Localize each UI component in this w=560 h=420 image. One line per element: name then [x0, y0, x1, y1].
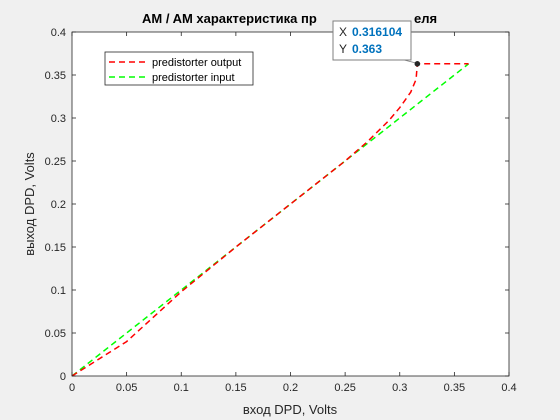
x-tick-label: 0.2: [283, 382, 298, 394]
y-tick-label: 0.35: [45, 70, 66, 82]
x-ticks: 0 0.05 0.1 0.15 0.2 0.25 0.3 0.35 0.4: [69, 32, 517, 394]
legend-label-predistorter-output: predistorter output: [152, 57, 241, 69]
datatip-marker[interactable]: [414, 61, 421, 67]
legend: predistorter output predistorter input: [104, 51, 254, 86]
chart-title-tail: еля: [414, 11, 437, 26]
y-tick-label: 0.1: [51, 285, 66, 297]
datatip-x-label: X: [339, 25, 347, 39]
legend-label-predistorter-input: predistorter input: [152, 72, 235, 84]
datatip-x-value: 0.316104: [352, 25, 402, 39]
y-axis-label: выход DPD, Volts: [22, 152, 37, 256]
x-tick-label: 0.1: [174, 382, 189, 394]
y-tick-label: 0.2: [51, 199, 66, 211]
y-tick-label: 0.05: [45, 328, 66, 340]
y-ticks: 0 0.05 0.1 0.15 0.2 0.25 0.3 0.35 0.4: [45, 27, 509, 383]
datatip-y-value: 0.363: [352, 42, 382, 56]
datatip-connector: [403, 59, 417, 64]
y-tick-label: 0.25: [45, 156, 66, 168]
x-tick-label: 0.25: [334, 382, 355, 394]
datatip-y-label: Y: [339, 42, 347, 56]
chart-title: AM / AM характеристика пр: [142, 11, 317, 26]
datatip-box[interactable]: [332, 20, 412, 61]
datatip[interactable]: X 0.316104 Y 0.363: [332, 20, 417, 64]
y-tick-label: 0: [60, 371, 66, 383]
x-tick-label: 0: [69, 382, 75, 394]
x-tick-label: 0.35: [444, 382, 465, 394]
series-layer: [71, 63, 470, 377]
y-tick-label: 0.15: [45, 242, 66, 254]
legend-box: [104, 51, 254, 86]
y-tick-label: 0.3: [51, 113, 66, 125]
x-tick-label: 0.05: [116, 382, 137, 394]
x-tick-label: 0.3: [392, 382, 407, 394]
x-axis-label: вход DPD, Volts: [243, 402, 338, 417]
x-tick-label: 0.4: [501, 382, 516, 394]
x-tick-label: 0.15: [225, 382, 246, 394]
y-tick-label: 0.4: [51, 27, 66, 39]
